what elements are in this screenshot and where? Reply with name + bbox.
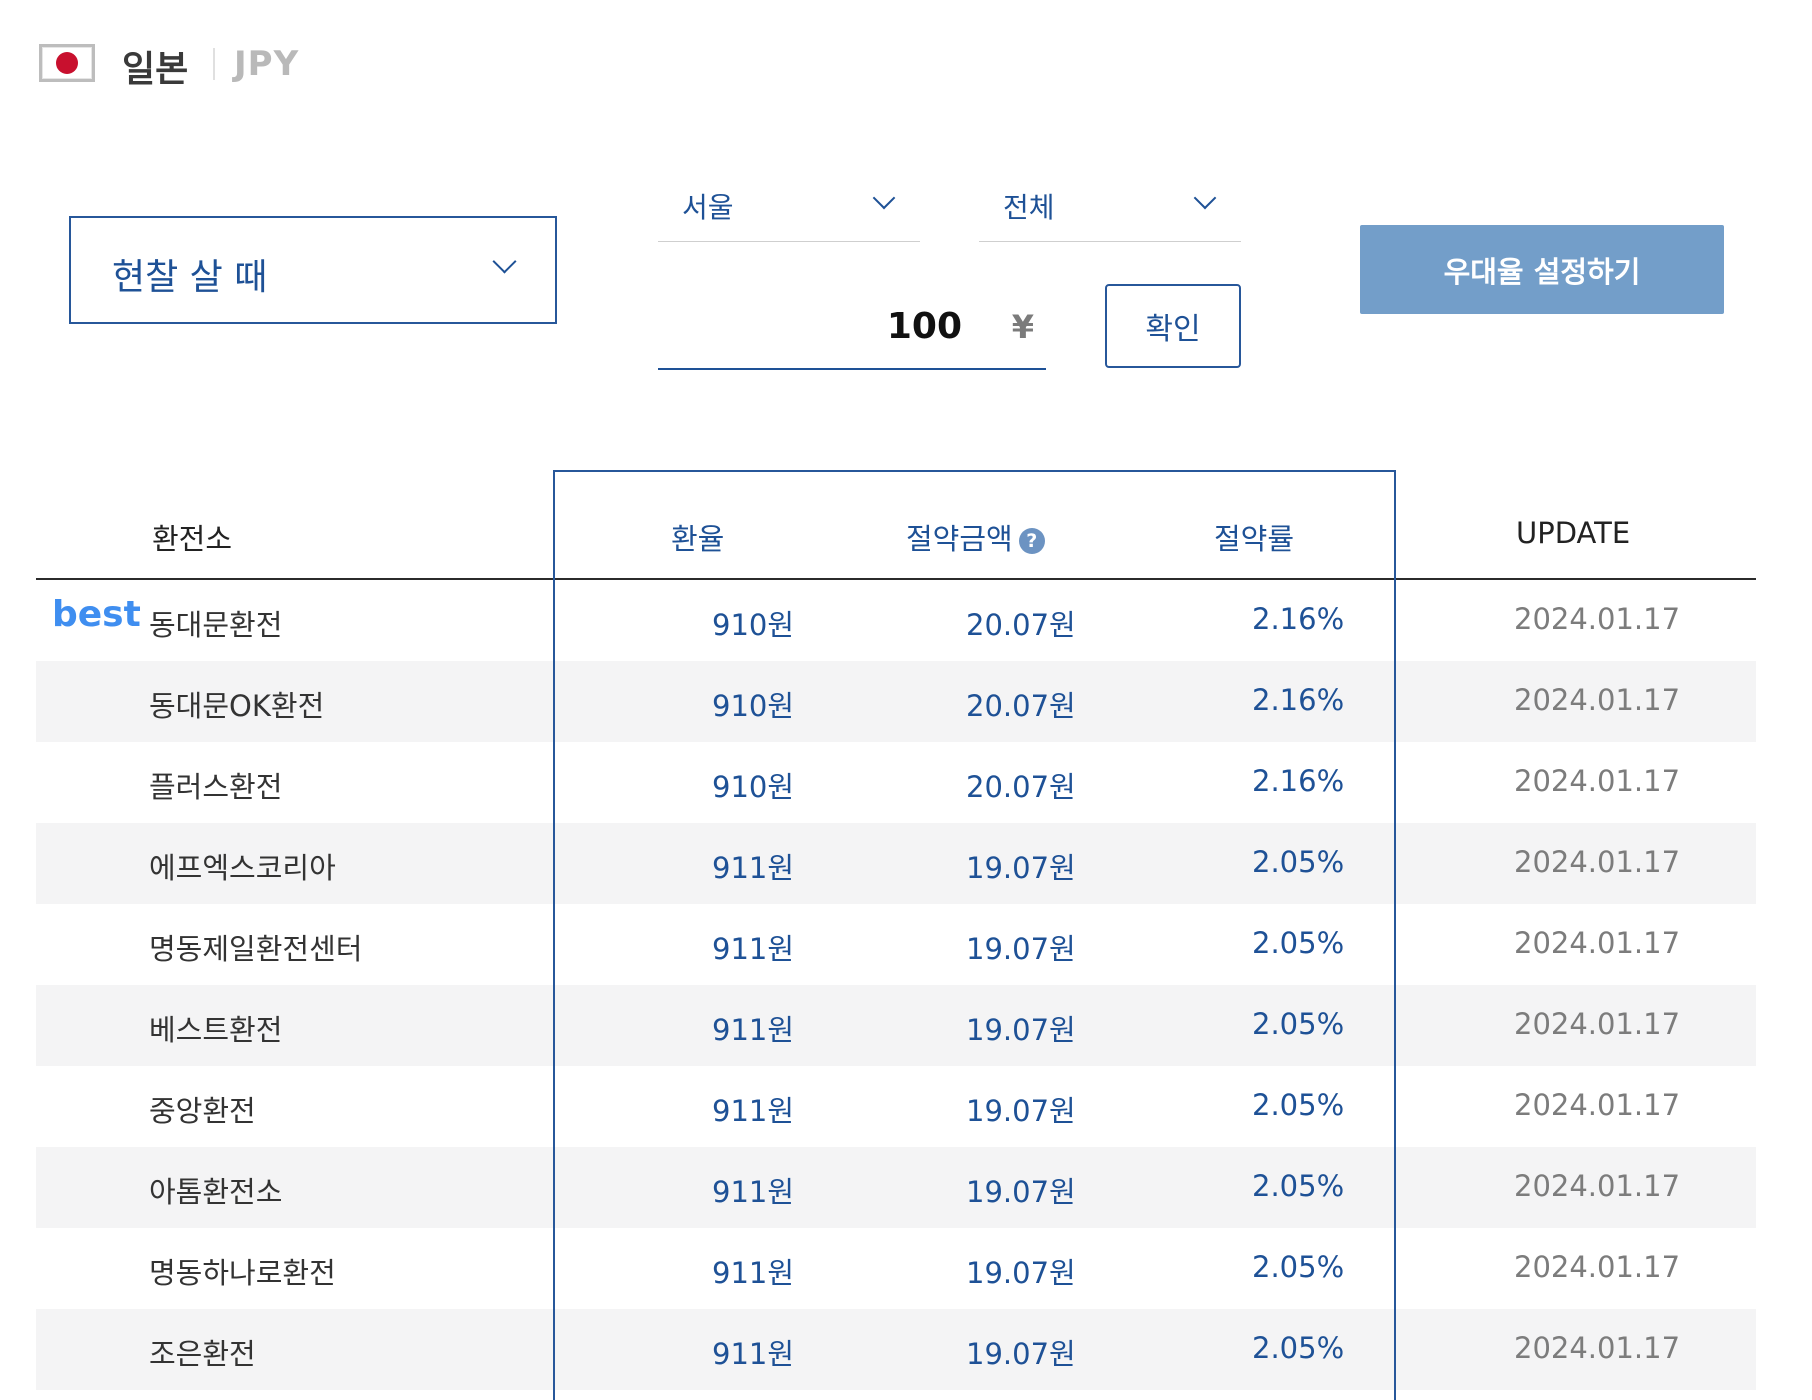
exchanger-name: 아톰환전소 bbox=[149, 1175, 283, 1209]
saving-value: 19.07원 bbox=[966, 1256, 1076, 1290]
column-header-saving[interactable]: 절약금액? bbox=[906, 516, 1045, 558]
saving-value: 19.07원 bbox=[966, 1013, 1076, 1047]
exchanger-name: 베스트환전 bbox=[149, 1013, 283, 1047]
saving-rate-value: 2.05% bbox=[1252, 1169, 1345, 1203]
exchanger-name: 동대문환전 bbox=[149, 608, 283, 642]
saving-rate-value: 2.05% bbox=[1252, 926, 1345, 960]
chevron-down-icon bbox=[1193, 186, 1217, 210]
branch-select-label: 전체 bbox=[1003, 191, 1055, 224]
update-date: 2024.01.17 bbox=[1514, 764, 1681, 798]
update-date: 2024.01.17 bbox=[1514, 683, 1681, 717]
rate-value: 911원 bbox=[712, 1013, 795, 1047]
amount-value: 100 bbox=[886, 306, 962, 347]
set-preferential-rate-button[interactable]: 우대율 설정하기 bbox=[1360, 225, 1724, 314]
table-row[interactable]: 명동하나로환전 911원 19.07원 2.05% 2024.01.17 bbox=[36, 1228, 1756, 1309]
transaction-mode-select[interactable]: 현찰 살 때 bbox=[69, 216, 557, 324]
confirm-button[interactable]: 확인 bbox=[1105, 284, 1241, 368]
saving-value: 19.07원 bbox=[966, 1337, 1076, 1371]
transaction-mode-label: 현찰 살 때 bbox=[112, 257, 268, 298]
exchanger-name: 플러스환전 bbox=[149, 770, 283, 804]
saving-value: 19.07원 bbox=[966, 851, 1076, 885]
saving-rate-value: 2.05% bbox=[1252, 1088, 1345, 1122]
table-row[interactable]: 동대문OK환전 910원 20.07원 2.16% 2024.01.17 bbox=[36, 661, 1756, 742]
exchanger-name: 명동하나로환전 bbox=[149, 1256, 336, 1290]
yen-symbol: ¥ bbox=[1011, 308, 1034, 346]
rate-value: 910원 bbox=[712, 689, 795, 723]
saving-rate-value: 2.16% bbox=[1252, 683, 1345, 717]
table-row[interactable]: 명동제일환전센터 911원 19.07원 2.05% 2024.01.17 bbox=[36, 904, 1756, 985]
rate-value: 911원 bbox=[712, 1337, 795, 1371]
rate-value: 911원 bbox=[712, 932, 795, 966]
header-divider bbox=[213, 48, 215, 80]
update-date: 2024.01.17 bbox=[1514, 602, 1681, 636]
saving-value: 19.07원 bbox=[966, 1094, 1076, 1128]
region-select[interactable]: 서울 bbox=[658, 176, 920, 242]
rate-value: 911원 bbox=[712, 1256, 795, 1290]
region-select-label: 서울 bbox=[682, 191, 734, 224]
update-date: 2024.01.17 bbox=[1514, 1331, 1681, 1365]
rate-value: 910원 bbox=[712, 608, 795, 642]
saving-rate-value: 2.16% bbox=[1252, 602, 1345, 636]
saving-rate-value: 2.05% bbox=[1252, 1331, 1345, 1365]
exchanger-name: 동대문OK환전 bbox=[149, 689, 325, 723]
exchanger-name: 중앙환전 bbox=[149, 1094, 256, 1128]
rate-value: 911원 bbox=[712, 851, 795, 885]
exchanger-name: 명동제일환전센터 bbox=[149, 932, 363, 966]
help-icon[interactable]: ? bbox=[1018, 528, 1045, 554]
column-header-exchanger[interactable]: 환전소 bbox=[152, 522, 233, 556]
saving-rate-value: 2.16% bbox=[1252, 764, 1345, 798]
column-header-saving-rate[interactable]: 절약률 bbox=[1214, 522, 1295, 556]
column-header-update: UPDATE bbox=[1516, 516, 1631, 550]
japan-flag-icon bbox=[39, 44, 95, 82]
exchange-rate-table: 환전소 환율 절약금액? 절약률 UPDATE best 동대문환전 910원 … bbox=[36, 470, 1756, 1400]
exchanger-name: 조은환전 bbox=[149, 1337, 256, 1371]
currency-code: JPY bbox=[234, 44, 300, 84]
update-date: 2024.01.17 bbox=[1514, 1169, 1681, 1203]
rate-value: 911원 bbox=[712, 1094, 795, 1128]
amount-input[interactable]: 100 ¥ bbox=[658, 290, 1046, 370]
update-date: 2024.01.17 bbox=[1514, 1250, 1681, 1284]
saving-value: 20.07원 bbox=[966, 689, 1076, 723]
table-row[interactable]: 중앙환전 911원 19.07원 2.05% 2024.01.17 bbox=[36, 1066, 1756, 1147]
rate-value: 910원 bbox=[712, 770, 795, 804]
update-date: 2024.01.17 bbox=[1514, 845, 1681, 879]
update-date: 2024.01.17 bbox=[1514, 926, 1681, 960]
best-badge: best bbox=[52, 594, 141, 635]
table-row[interactable]: 플러스환전 910원 20.07원 2.16% 2024.01.17 bbox=[36, 742, 1756, 823]
saving-value: 19.07원 bbox=[966, 932, 1076, 966]
update-date: 2024.01.17 bbox=[1514, 1007, 1681, 1041]
table-header: 환전소 환율 절약금액? 절약률 UPDATE bbox=[36, 470, 1756, 580]
saving-value: 20.07원 bbox=[966, 770, 1076, 804]
column-header-rate[interactable]: 환율 bbox=[671, 522, 725, 556]
update-date: 2024.01.17 bbox=[1514, 1088, 1681, 1122]
exchanger-name: 에프엑스코리아 bbox=[149, 851, 336, 885]
saving-value: 20.07원 bbox=[966, 608, 1076, 642]
chevron-down-icon bbox=[872, 186, 896, 210]
table-row[interactable]: 에프엑스코리아 911원 19.07원 2.05% 2024.01.17 bbox=[36, 823, 1756, 904]
saving-rate-value: 2.05% bbox=[1252, 1007, 1345, 1041]
table-row[interactable]: 조은환전 911원 19.07원 2.05% 2024.01.17 bbox=[36, 1309, 1756, 1390]
chevron-down-icon bbox=[492, 249, 517, 274]
table-row[interactable]: 베스트환전 911원 19.07원 2.05% 2024.01.17 bbox=[36, 985, 1756, 1066]
table-row[interactable]: 아톰환전소 911원 19.07원 2.05% 2024.01.17 bbox=[36, 1147, 1756, 1228]
rate-value: 911원 bbox=[712, 1175, 795, 1209]
table-row[interactable]: best 동대문환전 910원 20.07원 2.16% 2024.01.17 bbox=[36, 580, 1756, 661]
saving-rate-value: 2.05% bbox=[1252, 845, 1345, 879]
saving-header-label: 절약금액 bbox=[906, 522, 1013, 556]
country-name: 일본 bbox=[122, 49, 189, 90]
saving-value: 19.07원 bbox=[966, 1175, 1076, 1209]
branch-select[interactable]: 전체 bbox=[979, 176, 1241, 242]
saving-rate-value: 2.05% bbox=[1252, 1250, 1345, 1284]
